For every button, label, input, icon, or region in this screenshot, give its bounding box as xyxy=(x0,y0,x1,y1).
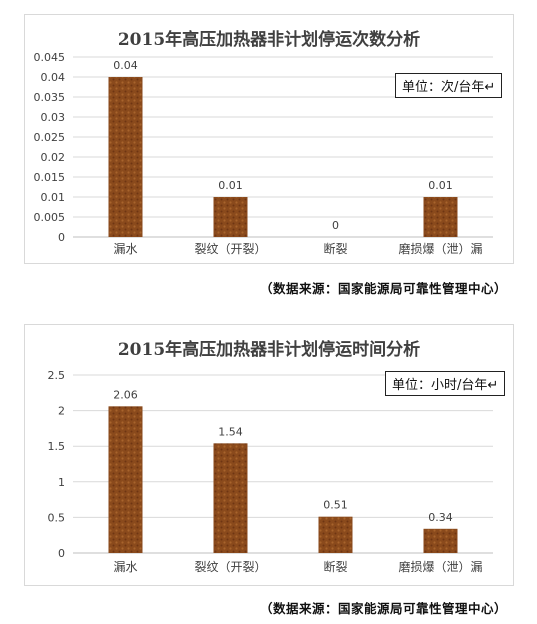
x-category-label: 漏水 xyxy=(113,560,137,574)
x-category-label: 断裂 xyxy=(323,559,347,574)
y-tick-label: 1 xyxy=(58,476,65,489)
y-tick-label: 0.5 xyxy=(48,511,66,524)
bar-chart-1: 0 0.005 0.01 0.015 0.02 0.025 0.03 0.035 0.04 0.0… xyxy=(34,51,493,256)
data-source-note-2: （数据来源：国家能源局可靠性管理中心） xyxy=(259,601,507,616)
y-tick-label: 1.5 xyxy=(48,440,66,453)
data-source-note-1: （数据来源：国家能源局可靠性管理中心） xyxy=(259,281,507,296)
x-category-label: 漏水 xyxy=(113,242,137,256)
bar xyxy=(108,406,143,553)
bar xyxy=(213,443,248,553)
data-label: 0.34 xyxy=(428,511,453,524)
data-label: 0.51 xyxy=(323,499,348,512)
data-label: 0.01 xyxy=(428,179,453,192)
bar-chart-2: 00.511.522.52.06漏水1.54裂纹（开裂）0.51断裂0.34磨损… xyxy=(48,369,493,574)
chart-frame-1: 2015年高压加热器非计划停运次数分析 0 0.005 0.01 0.015 0.02 0… xyxy=(24,14,514,264)
y-tick-label: 0.01 xyxy=(41,191,66,204)
y-tick-label: 2.5 xyxy=(48,369,66,382)
data-label: 2.06 xyxy=(113,388,138,401)
y-tick-label: 0.03 xyxy=(41,111,66,124)
unit-label-2: 单位：小时/台年↵ xyxy=(385,371,506,396)
x-category-label: 断裂 xyxy=(323,241,347,256)
bar xyxy=(423,528,458,553)
y-tick-label: 0.005 xyxy=(34,211,66,224)
data-label: 1.54 xyxy=(218,425,243,438)
y-tick-label: 2 xyxy=(58,405,65,418)
bar xyxy=(108,77,143,237)
bar xyxy=(423,197,458,237)
unit-label-1: 单位：次/台年↵ xyxy=(395,73,503,98)
y-tick-label: 0.02 xyxy=(41,151,66,164)
y-tick-label: 0.045 xyxy=(34,51,66,64)
chart-title-1: 2015年高压加热器非计划停运次数分析 xyxy=(117,30,421,50)
x-category-label: 裂纹（开裂） xyxy=(194,560,266,574)
x-category-label: 磨损爆（泄）漏 xyxy=(398,242,482,256)
chart-title-2: 2015年高压加热器非计划停运时间分析 xyxy=(117,340,421,360)
y-tick-label: 0.025 xyxy=(34,131,66,144)
y-tick-label: 0.04 xyxy=(41,71,66,84)
y-tick-label: 0.015 xyxy=(34,171,66,184)
y-tick-label: 0 xyxy=(58,547,65,560)
chart-panel-2: 2015年高压加热器非计划停运时间分析 0 0.5 1 1.5 2 2.5 2.06 漏水 1.… xyxy=(0,310,537,624)
chart-panel-1: 2015年高压加热器非计划停运次数分析 0 0.005 0.01 0.015 0.02 0… xyxy=(0,0,537,310)
data-label: 0.01 xyxy=(218,179,243,192)
data-label: 0.04 xyxy=(113,59,138,72)
y-tick-label: 0.035 xyxy=(34,91,66,104)
x-category-label: 裂纹（开裂） xyxy=(194,242,266,256)
y-tick-label: 0 xyxy=(58,231,65,244)
data-label: 0 xyxy=(332,219,339,232)
x-category-label: 磨损爆（泄）漏 xyxy=(398,560,482,574)
chart-frame-2: 2015年高压加热器非计划停运时间分析 0 0.5 1 1.5 2 2.5 2.06 漏水 1.… xyxy=(24,324,514,586)
bar xyxy=(318,516,353,553)
bar xyxy=(213,197,248,237)
